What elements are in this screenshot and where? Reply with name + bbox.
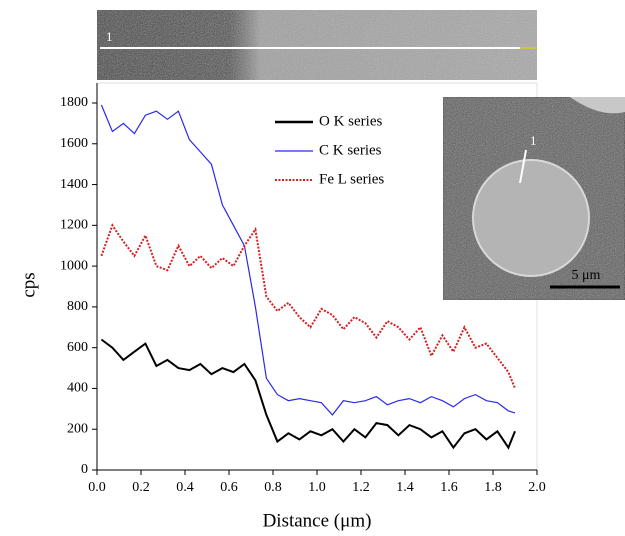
x-tick-label: 0.2: [132, 480, 150, 495]
scale-bar-label: 5 μm: [572, 268, 601, 283]
y-axis-title: cps: [18, 272, 39, 297]
plot-area: 0 200 400 600 800 1000 1200 1400 1600 1800 0.0 0.2 0…: [60, 82, 546, 495]
sem-inset: 1 5 μm: [442, 96, 625, 301]
y-tick-label: 800: [67, 299, 88, 314]
x-axis-title: Distance (μm): [263, 510, 372, 531]
series-line: [100, 104, 516, 416]
y-tick-label: 0: [81, 462, 88, 477]
y-tick-label: 1000: [60, 258, 88, 273]
x-tick-label: 1.4: [396, 480, 414, 495]
x-tick-label: 1.0: [308, 480, 326, 495]
x-tick-label: 0.8: [264, 480, 282, 495]
y-tick-label: 1200: [60, 218, 88, 233]
y-tick-label: 1600: [60, 136, 88, 151]
legend-label: C K series: [319, 142, 382, 158]
y-tick-label: 400: [67, 381, 88, 396]
inset-label: 1: [530, 133, 537, 148]
strip-label: 1: [106, 29, 113, 44]
series-line: [100, 223, 516, 389]
x-tick-label: 0.6: [220, 480, 238, 495]
y-tick-label: 1400: [60, 177, 88, 192]
legend-label: O K series: [319, 113, 382, 129]
y-tick-label: 600: [67, 340, 88, 355]
x-tick-label: 1.8: [484, 480, 502, 495]
x-tick-label: 1.6: [440, 480, 458, 495]
y-tick-label: 200: [67, 421, 88, 436]
x-tick-label: 0.0: [88, 480, 106, 495]
legend-label: Fe L series: [319, 171, 384, 187]
series-line: [100, 338, 516, 450]
y-tick-label: 1800: [60, 95, 88, 110]
sem-strip: 1: [97, 10, 537, 80]
x-tick-label: 0.4: [176, 480, 194, 495]
x-tick-label: 1.2: [352, 480, 370, 495]
x-tick-label: 2.0: [528, 480, 546, 495]
